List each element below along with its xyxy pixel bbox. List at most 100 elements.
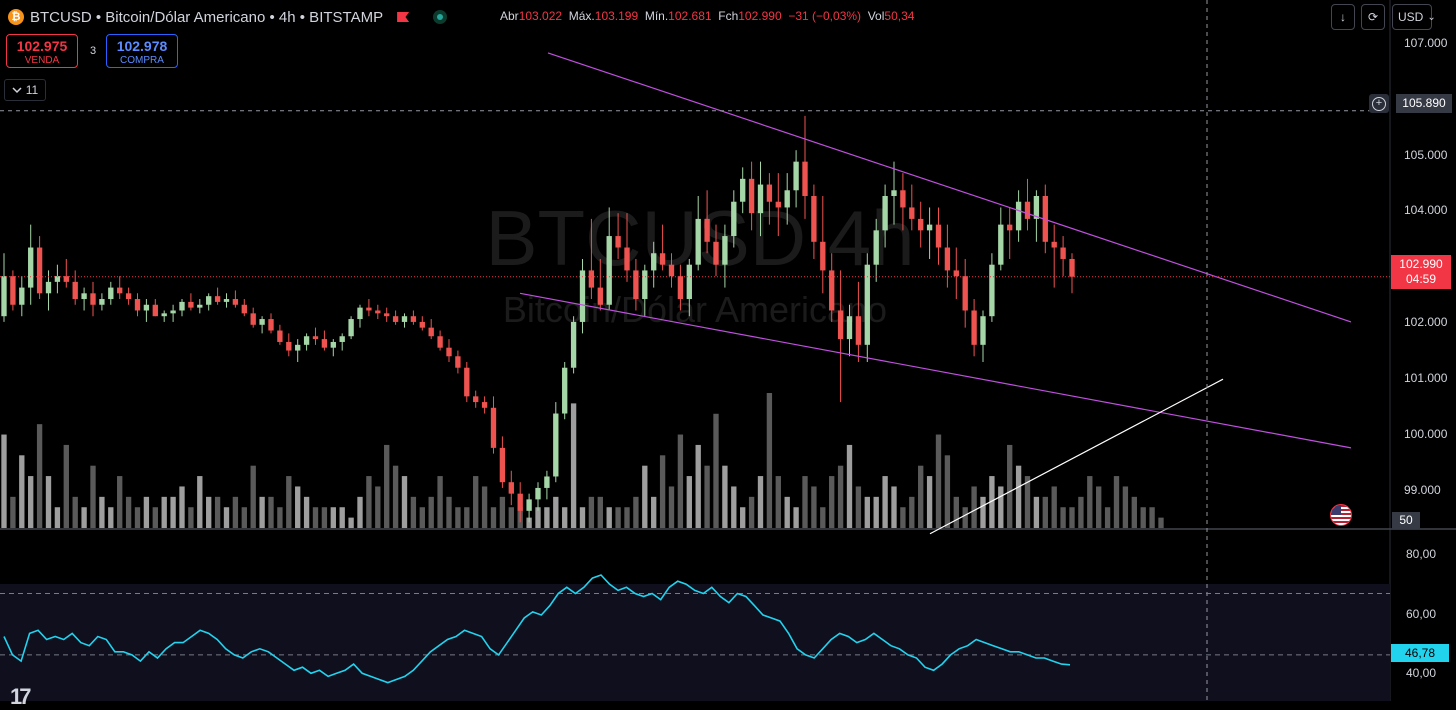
symbol-header[interactable]: ₿ BTCUSD • Bitcoin/Dólar Americano • 4h … (8, 6, 448, 28)
volume-bar (508, 507, 514, 528)
volume-bar (1158, 517, 1164, 528)
volume-bar (553, 496, 559, 528)
volume-bar (1007, 444, 1013, 528)
volume-bar (286, 476, 292, 528)
symbol-title[interactable]: BTCUSD • Bitcoin/Dólar Americano • 4h • … (30, 8, 384, 26)
volume-bar (535, 507, 541, 528)
rsi-tick: 60,00 (1406, 607, 1437, 621)
volume-bar (837, 465, 844, 528)
candle-body (499, 447, 506, 483)
volume-bar (775, 476, 781, 528)
candle-body (677, 276, 684, 300)
candle-body (659, 253, 666, 265)
price-tick: 105.000 (1404, 148, 1448, 162)
volume-bar (117, 476, 123, 528)
candle-body (855, 316, 862, 345)
volume-bar (1096, 486, 1102, 528)
candle-body (410, 316, 417, 322)
volume-bar (295, 486, 301, 528)
candle-body (909, 207, 915, 219)
candle-body (837, 310, 844, 340)
candle-body (19, 287, 25, 305)
candle-body (1, 276, 7, 317)
download-button[interactable]: ↓ (1331, 4, 1355, 30)
candle-body (722, 236, 728, 265)
volume-bar (214, 496, 221, 528)
volume-bar (321, 507, 328, 528)
candle-body (971, 310, 977, 345)
add-alert-button[interactable]: + (1369, 94, 1389, 113)
refresh-icon: ⟳ (1367, 10, 1379, 24)
candle-body (553, 413, 559, 477)
candle-body (419, 321, 425, 328)
volume-bar (704, 465, 710, 528)
candle-body (695, 218, 701, 265)
candle-body (624, 247, 630, 271)
volume-bar (206, 496, 212, 528)
watermark-name: Bitcoin/Dólar Americano (503, 289, 887, 330)
open-value: 103.022 (518, 9, 563, 23)
low-value: 102.681 (668, 9, 712, 23)
currency-select[interactable]: USD ⌄ (1392, 4, 1436, 30)
candle-body (597, 287, 603, 305)
volume-bar (339, 507, 345, 528)
candle-body (820, 241, 826, 271)
volume-bar (668, 486, 675, 528)
candle-body (704, 218, 710, 242)
candle-body (775, 201, 781, 208)
refresh-button[interactable]: ⟳ (1361, 4, 1385, 30)
us-flag-icon[interactable] (1330, 504, 1352, 526)
candle-body (81, 293, 87, 300)
volume-bar (303, 496, 310, 528)
volume-bar (971, 486, 977, 528)
volume-bar (232, 496, 239, 528)
volume-bar (757, 476, 764, 528)
volume-bar (152, 507, 158, 528)
last-price-label: 102.990 04:59 (1391, 255, 1451, 289)
price-tick: 104.000 (1404, 203, 1448, 217)
volume-bar (579, 507, 586, 528)
tradingview-logo[interactable]: 17 (10, 684, 32, 709)
candle-body (99, 299, 105, 305)
volume-bar (642, 465, 648, 528)
volume-bar (864, 496, 870, 528)
candle-body (926, 224, 933, 231)
indicators-toggle-button[interactable]: 11 (4, 79, 46, 101)
volume-bar (677, 434, 684, 528)
volume-bar (446, 496, 452, 528)
candle-body (766, 184, 773, 202)
candle-body (579, 270, 586, 322)
candle-body (312, 336, 319, 340)
volume-bar (1149, 507, 1155, 528)
candle-body (1015, 201, 1022, 231)
buy-button[interactable]: 102.978 COMPRA (106, 34, 178, 68)
candle-body (508, 482, 514, 494)
candle-body (348, 319, 354, 337)
candle-body (152, 304, 158, 317)
volume-bar (695, 444, 701, 528)
candle-body (562, 367, 568, 414)
volume-bar (900, 507, 906, 528)
volume-bar (980, 496, 986, 528)
volume-bar (473, 476, 479, 528)
candle-body (1051, 241, 1057, 248)
candle-body (303, 336, 310, 345)
volume-bar (740, 507, 746, 528)
volume-bar (606, 507, 612, 528)
candle-body (846, 316, 853, 340)
volume-bar (624, 507, 630, 528)
red-flag-icon[interactable] (397, 12, 410, 22)
rsi-tick: 40,00 (1406, 666, 1437, 680)
candle-body (481, 402, 488, 408)
volume-bar (944, 455, 951, 528)
chevron-down-icon (12, 87, 22, 94)
volume-bar (223, 507, 230, 528)
price-tick: 107.000 (1404, 36, 1448, 50)
sell-button[interactable]: 102.975 VENDA (6, 34, 78, 68)
candle-body (188, 301, 194, 308)
volume-bar (384, 444, 390, 528)
candle-body (268, 319, 274, 331)
candle-body (935, 224, 942, 248)
candle-body (891, 190, 897, 196)
